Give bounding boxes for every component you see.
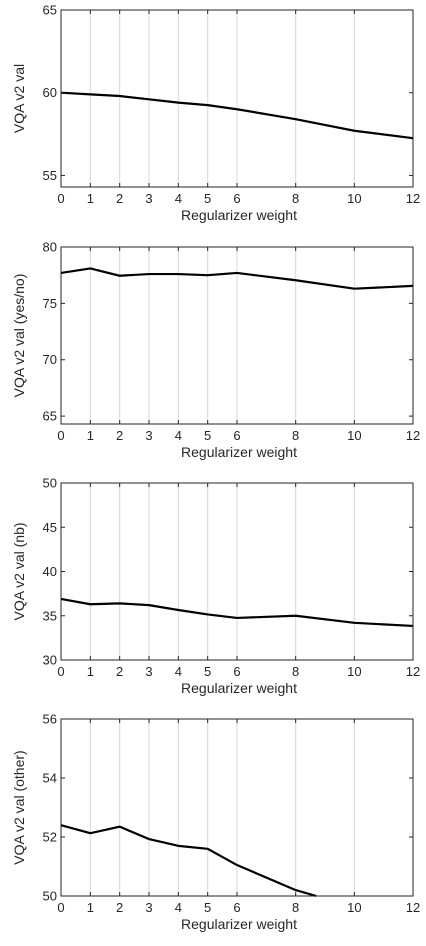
x-tick-label: 1: [87, 428, 94, 443]
series-line: [60, 267, 414, 290]
y-tick-label: 56: [43, 712, 57, 727]
x-tick-label: 4: [175, 191, 182, 206]
x-tick-label: 1: [87, 191, 94, 206]
y-tick-label: 45: [43, 520, 57, 535]
x-tick-label: 10: [347, 191, 361, 206]
series-line: [60, 824, 317, 898]
x-tick-label: 8: [292, 191, 299, 206]
x-tick-label: 2: [116, 428, 123, 443]
x-tick-label: 3: [145, 191, 152, 206]
x-tick-label: 2: [116, 191, 123, 206]
x-tick-label: 5: [204, 191, 211, 206]
x-tick-label: 4: [175, 664, 182, 679]
x-tick-label: 8: [292, 664, 299, 679]
x-tick-label: 0: [57, 428, 64, 443]
y-tick-label: 50: [43, 476, 57, 491]
x-tick-label: 12: [406, 664, 420, 679]
series-line: [60, 597, 414, 628]
x-tick-label: 12: [406, 191, 420, 206]
y-tick-label: 30: [43, 653, 57, 668]
y-axis-label: VQA v2 val (nb): [11, 522, 27, 620]
x-tick-label: 6: [233, 900, 240, 915]
y-tick-label: 65: [43, 3, 57, 18]
y-axis-label: VQA v2 val (other): [11, 750, 27, 864]
y-tick-label: 40: [43, 564, 57, 579]
x-axis-label: Regularizer weight: [181, 680, 297, 696]
y-tick-label: 35: [43, 608, 57, 623]
x-tick-label: 8: [292, 900, 299, 915]
x-tick-label: 8: [292, 428, 299, 443]
x-tick-label: 10: [347, 428, 361, 443]
x-tick-label: 4: [175, 428, 182, 443]
x-tick-label: 1: [87, 900, 94, 915]
x-tick-label: 5: [204, 900, 211, 915]
y-tick-label: 55: [43, 168, 57, 183]
y-tick-label: 65: [43, 409, 57, 424]
x-tick-label: 1: [87, 664, 94, 679]
x-tick-label: 6: [233, 664, 240, 679]
y-tick-label: 60: [43, 85, 57, 100]
x-tick-label: 12: [406, 428, 420, 443]
x-tick-label: 6: [233, 191, 240, 206]
x-axis-label: Regularizer weight: [181, 916, 297, 932]
y-tick-label: 70: [43, 352, 57, 367]
y-axis-label: VQA v2 val (yes/no): [11, 274, 27, 398]
x-tick-label: 2: [116, 664, 123, 679]
x-tick-label: 10: [347, 900, 361, 915]
series-line: [60, 91, 414, 140]
y-axis-label: VQA v2 val: [11, 64, 27, 133]
x-tick-label: 3: [145, 900, 152, 915]
y-tick-label: 52: [43, 830, 57, 845]
x-tick-label: 10: [347, 664, 361, 679]
x-tick-label: 2: [116, 900, 123, 915]
x-tick-label: 3: [145, 664, 152, 679]
x-axis-label: Regularizer weight: [181, 444, 297, 460]
x-tick-label: 0: [57, 191, 64, 206]
x-tick-label: 5: [204, 428, 211, 443]
x-tick-label: 12: [406, 900, 420, 915]
x-tick-label: 4: [175, 900, 182, 915]
x-tick-label: 0: [57, 664, 64, 679]
y-tick-label: 50: [43, 889, 57, 904]
y-tick-label: 80: [43, 240, 57, 255]
x-tick-label: 0: [57, 900, 64, 915]
x-tick-label: 5: [204, 664, 211, 679]
y-tick-label: 54: [43, 771, 57, 786]
x-tick-label: 3: [145, 428, 152, 443]
y-tick-label: 75: [43, 296, 57, 311]
x-tick-label: 6: [233, 428, 240, 443]
x-axis-label: Regularizer weight: [181, 207, 297, 223]
